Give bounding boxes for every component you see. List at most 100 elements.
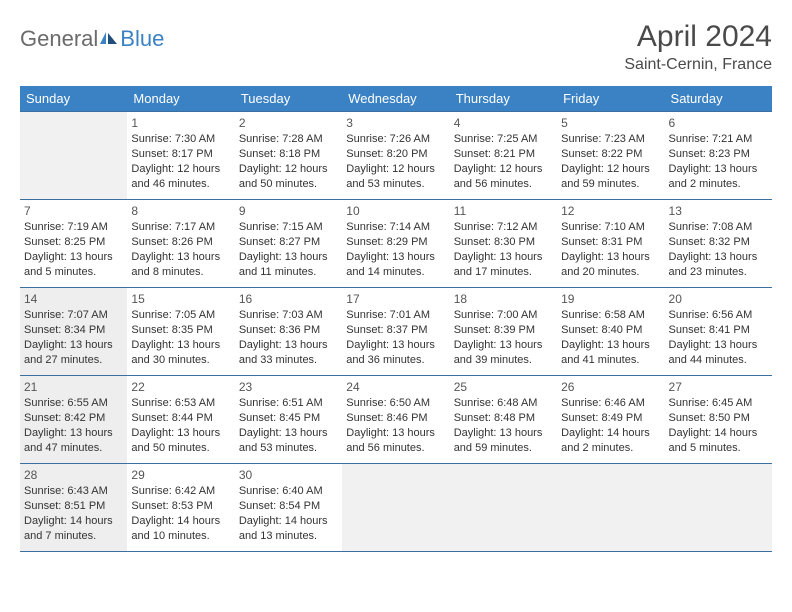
day-number: 8 [131,203,230,219]
daylight-text: Daylight: 12 hours and 56 minutes. [454,162,553,192]
daylight-text: Daylight: 13 hours and 50 minutes. [131,426,230,456]
daylight-text: Daylight: 12 hours and 46 minutes. [131,162,230,192]
day-number: 25 [454,379,553,395]
sunset-text: Sunset: 8:30 PM [454,235,553,250]
weekday-header: Tuesday [235,86,342,112]
day-number: 4 [454,115,553,131]
sunrise-text: Sunrise: 6:42 AM [131,484,230,499]
daylight-text: Daylight: 14 hours and 2 minutes. [561,426,660,456]
calendar-cell: 15Sunrise: 7:05 AMSunset: 8:35 PMDayligh… [127,288,234,376]
calendar-cell: 4Sunrise: 7:25 AMSunset: 8:21 PMDaylight… [450,112,557,200]
sunset-text: Sunset: 8:20 PM [346,147,445,162]
daylight-text: Daylight: 13 hours and 47 minutes. [24,426,123,456]
sunrise-text: Sunrise: 7:21 AM [669,132,768,147]
calendar-cell: 26Sunrise: 6:46 AMSunset: 8:49 PMDayligh… [557,376,664,464]
sunset-text: Sunset: 8:51 PM [24,499,123,514]
calendar-cell: 21Sunrise: 6:55 AMSunset: 8:42 PMDayligh… [20,376,127,464]
sunset-text: Sunset: 8:49 PM [561,411,660,426]
daylight-text: Daylight: 13 hours and 23 minutes. [669,250,768,280]
sunset-text: Sunset: 8:40 PM [561,323,660,338]
daylight-text: Daylight: 14 hours and 7 minutes. [24,514,123,544]
calendar-cell: 5Sunrise: 7:23 AMSunset: 8:22 PMDaylight… [557,112,664,200]
logo-sail-icon [100,32,118,46]
day-number: 16 [239,291,338,307]
sunset-text: Sunset: 8:54 PM [239,499,338,514]
daylight-text: Daylight: 13 hours and 30 minutes. [131,338,230,368]
calendar-cell: 29Sunrise: 6:42 AMSunset: 8:53 PMDayligh… [127,464,234,552]
calendar-head: SundayMondayTuesdayWednesdayThursdayFrid… [20,86,772,112]
sunset-text: Sunset: 8:23 PM [669,147,768,162]
sunrise-text: Sunrise: 6:53 AM [131,396,230,411]
sunrise-text: Sunrise: 7:01 AM [346,308,445,323]
sunset-text: Sunset: 8:26 PM [131,235,230,250]
sunset-text: Sunset: 8:42 PM [24,411,123,426]
sunset-text: Sunset: 8:53 PM [131,499,230,514]
calendar-cell: 30Sunrise: 6:40 AMSunset: 8:54 PMDayligh… [235,464,342,552]
sunset-text: Sunset: 8:39 PM [454,323,553,338]
daylight-text: Daylight: 14 hours and 5 minutes. [669,426,768,456]
sunrise-text: Sunrise: 7:00 AM [454,308,553,323]
daylight-text: Daylight: 12 hours and 50 minutes. [239,162,338,192]
weekday-header: Friday [557,86,664,112]
daylight-text: Daylight: 13 hours and 8 minutes. [131,250,230,280]
calendar-cell: 27Sunrise: 6:45 AMSunset: 8:50 PMDayligh… [665,376,772,464]
sunrise-text: Sunrise: 6:58 AM [561,308,660,323]
day-number: 24 [346,379,445,395]
day-number: 29 [131,467,230,483]
calendar-cell: 9Sunrise: 7:15 AMSunset: 8:27 PMDaylight… [235,200,342,288]
daylight-text: Daylight: 13 hours and 17 minutes. [454,250,553,280]
daylight-text: Daylight: 13 hours and 2 minutes. [669,162,768,192]
sunset-text: Sunset: 8:46 PM [346,411,445,426]
logo-text-general: General [20,26,98,52]
sunset-text: Sunset: 8:29 PM [346,235,445,250]
sunrise-text: Sunrise: 6:43 AM [24,484,123,499]
sunset-text: Sunset: 8:45 PM [239,411,338,426]
weekday-row: SundayMondayTuesdayWednesdayThursdayFrid… [20,86,772,112]
day-number: 2 [239,115,338,131]
day-number: 13 [669,203,768,219]
day-number: 9 [239,203,338,219]
day-number: 26 [561,379,660,395]
logo: General Blue [20,20,164,52]
sunset-text: Sunset: 8:27 PM [239,235,338,250]
daylight-text: Daylight: 13 hours and 20 minutes. [561,250,660,280]
day-number: 27 [669,379,768,395]
sunrise-text: Sunrise: 6:56 AM [669,308,768,323]
calendar-cell: 11Sunrise: 7:12 AMSunset: 8:30 PMDayligh… [450,200,557,288]
sunrise-text: Sunrise: 7:07 AM [24,308,123,323]
calendar-week: 21Sunrise: 6:55 AMSunset: 8:42 PMDayligh… [20,376,772,464]
sunrise-text: Sunrise: 7:28 AM [239,132,338,147]
calendar-cell: 7Sunrise: 7:19 AMSunset: 8:25 PMDaylight… [20,200,127,288]
calendar-cell: 25Sunrise: 6:48 AMSunset: 8:48 PMDayligh… [450,376,557,464]
calendar-cell: 3Sunrise: 7:26 AMSunset: 8:20 PMDaylight… [342,112,449,200]
weekday-header: Sunday [20,86,127,112]
calendar-body: 1Sunrise: 7:30 AMSunset: 8:17 PMDaylight… [20,112,772,552]
title-block: April 2024 Saint-Cernin, France [624,20,772,74]
sunrise-text: Sunrise: 6:40 AM [239,484,338,499]
daylight-text: Daylight: 13 hours and 27 minutes. [24,338,123,368]
calendar-cell: 10Sunrise: 7:14 AMSunset: 8:29 PMDayligh… [342,200,449,288]
sunrise-text: Sunrise: 7:19 AM [24,220,123,235]
calendar-week: 1Sunrise: 7:30 AMSunset: 8:17 PMDaylight… [20,112,772,200]
daylight-text: Daylight: 13 hours and 56 minutes. [346,426,445,456]
daylight-text: Daylight: 13 hours and 33 minutes. [239,338,338,368]
calendar-week: 14Sunrise: 7:07 AMSunset: 8:34 PMDayligh… [20,288,772,376]
sunset-text: Sunset: 8:25 PM [24,235,123,250]
calendar-cell: 22Sunrise: 6:53 AMSunset: 8:44 PMDayligh… [127,376,234,464]
sunset-text: Sunset: 8:17 PM [131,147,230,162]
calendar-cell: 2Sunrise: 7:28 AMSunset: 8:18 PMDaylight… [235,112,342,200]
weekday-header: Thursday [450,86,557,112]
day-number: 20 [669,291,768,307]
day-number: 5 [561,115,660,131]
calendar-cell: 13Sunrise: 7:08 AMSunset: 8:32 PMDayligh… [665,200,772,288]
sunset-text: Sunset: 8:31 PM [561,235,660,250]
sunrise-text: Sunrise: 6:45 AM [669,396,768,411]
sunrise-text: Sunrise: 7:15 AM [239,220,338,235]
daylight-text: Daylight: 13 hours and 39 minutes. [454,338,553,368]
day-number: 30 [239,467,338,483]
weekday-header: Saturday [665,86,772,112]
sunset-text: Sunset: 8:37 PM [346,323,445,338]
calendar-cell-empty [557,464,664,552]
sunset-text: Sunset: 8:41 PM [669,323,768,338]
sunrise-text: Sunrise: 7:10 AM [561,220,660,235]
